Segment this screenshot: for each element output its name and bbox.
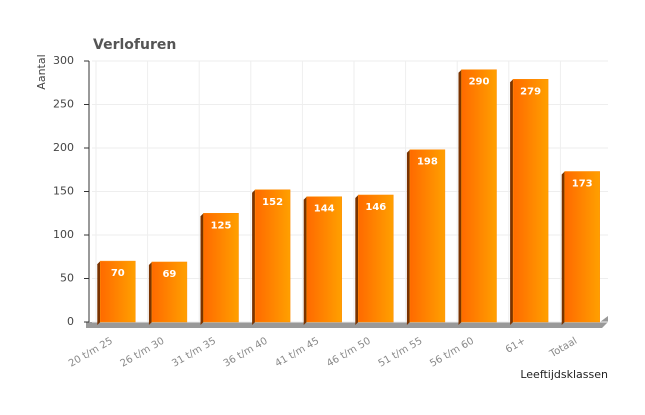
bar [100,260,136,323]
data-label: 173 [572,178,593,189]
bar-side [303,196,307,325]
bar-side [200,213,204,325]
bar-side [406,149,410,325]
x-tick-label: 51 t/m 55 [377,336,425,370]
x-tick-label: 20 t/m 25 [67,336,115,370]
bar-side [458,69,462,325]
x-tick-label: 26 t/m 30 [119,336,167,370]
bar [203,213,239,323]
x-tick-label: 56 t/m 60 [428,336,476,370]
bar [409,149,446,323]
x-axis-label: Leeftijdsklassen [520,368,608,381]
bar [358,194,394,323]
bar-side [148,261,152,325]
bar [564,171,600,323]
y-tick-label: 150 [53,185,74,198]
data-label: 125 [211,220,232,231]
bar-side [510,79,514,326]
x-tick-label: 36 t/m 40 [222,336,270,370]
bar-side [561,171,565,325]
x-tick-label: 61+ [504,336,528,356]
x-tick-label: 31 t/m 35 [170,336,218,370]
bar [512,79,549,323]
data-label: 144 [314,204,335,215]
y-tick-label: 300 [53,54,74,67]
y-tick-label: 250 [53,98,74,111]
bar [254,189,291,323]
data-label: 279 [520,86,541,97]
chart-title: Verlofuren [93,37,176,53]
bar-side [355,194,359,325]
y-tick-label: 0 [67,315,74,328]
bar [306,196,342,323]
x-tick-label: 46 t/m 50 [325,336,373,370]
bar-side [97,261,101,325]
x-tick-label: Totaal [547,336,579,361]
data-label: 290 [469,77,490,88]
x-tick-label: 41 t/m 45 [273,336,321,370]
data-label: 70 [111,268,125,279]
bar [461,69,497,323]
data-label: 146 [365,202,386,213]
bar-side [252,189,256,325]
data-label: 69 [162,269,176,280]
data-label: 152 [262,197,283,208]
y-tick-label: 200 [53,141,74,154]
data-label: 198 [417,157,438,168]
y-tick-label: 100 [53,228,74,241]
y-axis-label: Aantal [35,54,48,89]
y-tick-label: 50 [60,272,74,285]
bar [151,261,188,323]
